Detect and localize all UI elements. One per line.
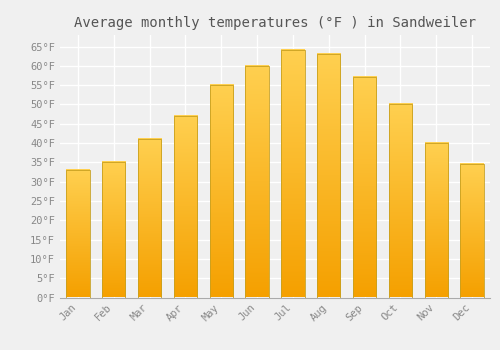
Title: Average monthly temperatures (°F ) in Sandweiler: Average monthly temperatures (°F ) in Sa… <box>74 16 476 30</box>
